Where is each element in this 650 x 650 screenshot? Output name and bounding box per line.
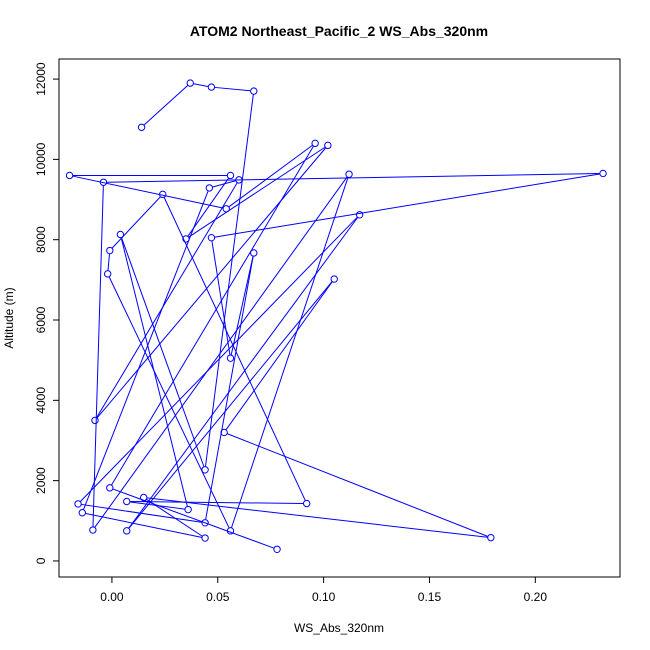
data-point [302,499,311,508]
data-point [273,545,281,553]
data-point [201,534,209,542]
data-point [78,509,86,517]
series-segment [83,190,209,510]
series-segment [128,217,358,529]
series-segment [205,256,254,520]
x-tick-label: 0.15 [418,590,442,604]
series-segment [187,178,229,237]
data-point [159,190,167,199]
series-segment [96,182,238,418]
data-point [487,533,495,542]
data-point [106,484,114,492]
y-tick-label: 10000 [34,142,48,176]
series-segment [111,196,161,249]
data-point [226,354,235,362]
chart-title: ATOM2 Northeast_Pacific_2 WS_Abs_320nm [190,23,488,39]
x-tick-label: 0.05 [206,590,230,604]
series-segment [143,85,188,126]
data-point [91,416,99,425]
series-segment [106,173,600,183]
series-segment [211,241,231,355]
x-axis: 0.00 0.05 0.10 0.15 0.20 [100,576,548,604]
data-point [89,526,97,534]
series-segment [147,497,488,538]
data-point [207,83,216,91]
series-segment [225,281,333,430]
series-segment [80,216,358,502]
plot-frame [58,58,621,578]
series-segment [231,177,349,528]
data-point [250,87,258,95]
series-segment [108,276,230,528]
series-segment [112,488,274,549]
y-tick-label: 4000 [34,387,48,414]
data-point [184,505,192,514]
data-point [355,211,364,219]
series-segment [111,146,314,486]
data-point [207,233,216,242]
data-point [324,141,332,150]
series-segment [227,433,488,537]
data-point [250,249,258,257]
data-point [226,171,235,180]
y-axis-label: Altitude (m) [2,287,16,348]
series-segment [188,146,326,238]
data-point [137,123,146,131]
data-point [226,527,235,535]
data-point [99,178,108,186]
data-point [103,270,112,278]
series-segment [193,83,209,87]
data-point [345,170,353,178]
series-layer [65,79,607,553]
y-tick-label: 6000 [34,306,48,333]
series-segment [121,237,205,467]
x-tick-label: 0.10 [312,590,336,604]
series-segment [94,176,348,528]
data-point [599,169,607,178]
series-segment [214,86,251,92]
data-point [330,275,338,283]
data-point [116,230,125,239]
series-segment [230,256,254,355]
series-segment [92,185,104,527]
data-point [222,205,230,213]
y-tick-label: 2000 [34,467,48,494]
data-point [201,519,209,527]
y-tick-label: 8000 [34,226,48,253]
data-point [311,139,319,148]
y-tick-label: 0 [34,557,48,564]
series-segment [107,253,110,271]
data-point [182,235,190,243]
data-point [123,497,131,506]
data-point [123,527,131,535]
series-segment [205,94,254,467]
series-segment [96,147,326,419]
x-tick-label: 0.00 [100,590,124,604]
y-axis: 0 2000 4000 6000 8000 10000 12000 [34,62,60,564]
series-segment [72,175,223,209]
data-point [220,428,228,437]
data-point [139,493,148,502]
data-point [235,176,243,184]
data-point [74,500,82,508]
series [65,79,607,553]
data-point [205,184,214,192]
series-segment [146,499,203,537]
x-axis-label: WS_Abs_320nm [294,621,384,635]
series-segment [128,281,333,529]
series-segment [163,197,306,501]
series-segment [214,173,600,238]
data-point [201,466,209,474]
series-segment [228,144,313,208]
data-point [186,79,194,87]
data-point [106,246,114,255]
y-tick-label: 12000 [34,62,48,96]
series-segment [85,512,202,538]
data-point [65,171,74,180]
x-tick-label: 0.20 [524,590,548,604]
